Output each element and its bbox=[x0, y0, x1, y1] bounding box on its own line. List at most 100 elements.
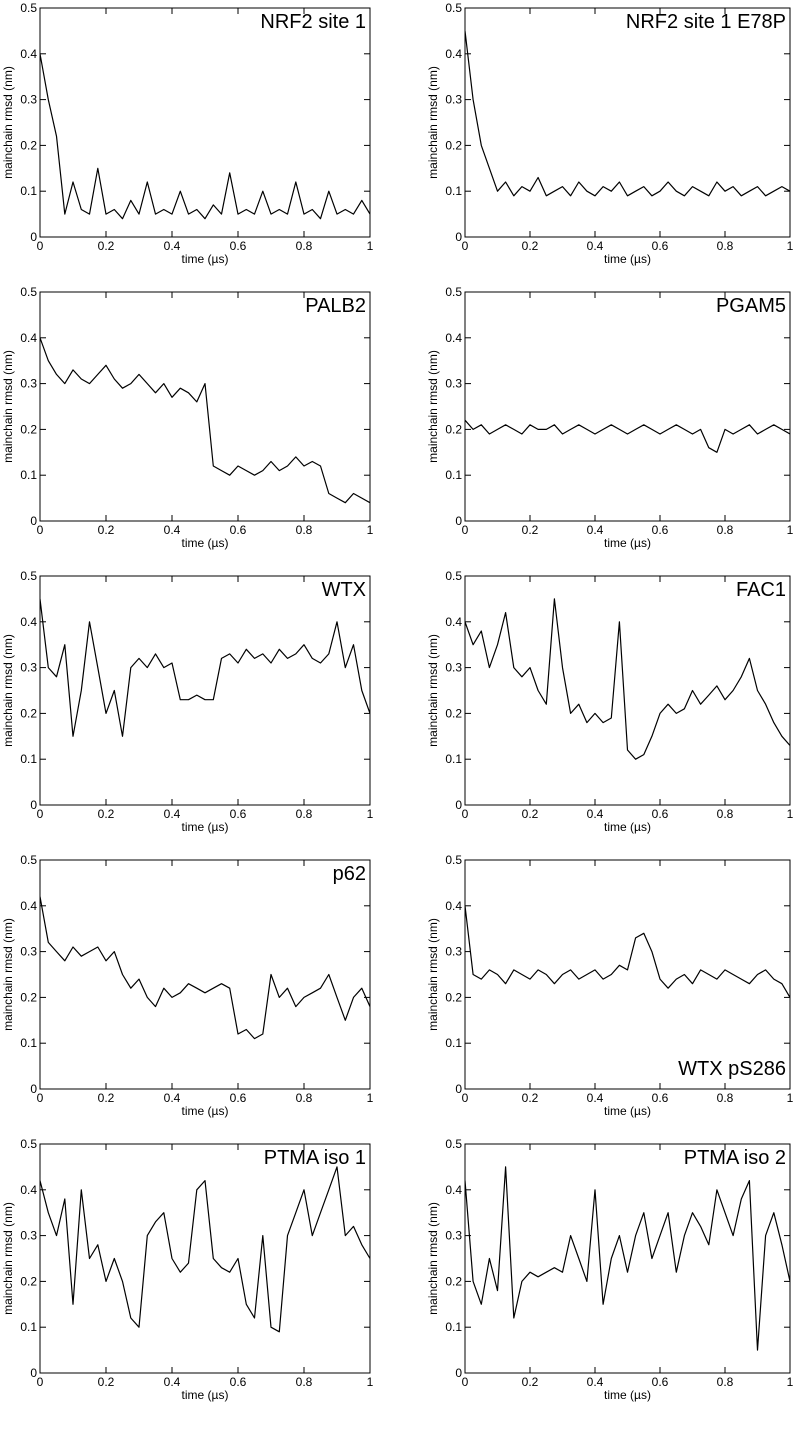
x-tick-label: 0 bbox=[37, 1091, 44, 1105]
y-tick-label: 0.4 bbox=[20, 47, 37, 61]
y-tick-label: 0.4 bbox=[445, 899, 462, 913]
x-tick-label: 0.8 bbox=[296, 1091, 313, 1105]
chart-title: PALB2 bbox=[305, 295, 366, 317]
x-tick-label: 0.6 bbox=[652, 807, 669, 821]
y-tick-label: 0.3 bbox=[445, 1229, 462, 1243]
x-tick-label: 0.4 bbox=[164, 1091, 181, 1105]
plot-area bbox=[465, 598, 790, 760]
rmsd-trace bbox=[465, 30, 790, 197]
x-tick-label: 0.6 bbox=[230, 1375, 247, 1389]
x-tick-label: 0 bbox=[462, 1375, 469, 1389]
chart-title: PGAM5 bbox=[716, 295, 786, 317]
y-tick-label: 0.5 bbox=[20, 853, 37, 867]
rmsd-trace bbox=[40, 1166, 370, 1333]
panel: 0 0.1 0.2 0.3 0.4 0.5 0 0.2 0.4 0.6 0.8 1 time (µs) m… bbox=[1, 1137, 374, 1402]
x-tick-label: 0.6 bbox=[652, 523, 669, 537]
y-tick-label: 0.1 bbox=[20, 1036, 37, 1050]
x-tick-label: 0.2 bbox=[522, 1091, 539, 1105]
y-tick-label: 0 bbox=[30, 230, 37, 244]
x-tick-label: 0 bbox=[462, 807, 469, 821]
y-tick-label: 0 bbox=[30, 1366, 37, 1380]
chart-title: WTX bbox=[322, 579, 366, 601]
x-axis-label: time (µs) bbox=[182, 1388, 229, 1402]
plot-frame bbox=[39, 1143, 371, 1374]
y-tick-label: 0.5 bbox=[445, 285, 462, 299]
y-tick-label: 0 bbox=[455, 798, 462, 812]
x-tick-label: 1 bbox=[787, 523, 794, 537]
plot-area bbox=[40, 337, 370, 504]
x-tick-label: 0 bbox=[37, 1375, 44, 1389]
panel: 0 0.1 0.2 0.3 0.4 0.5 0 0.2 0.4 0.6 0.8 1 time (µs) m… bbox=[426, 569, 794, 834]
x-tick-label: 0 bbox=[462, 523, 469, 537]
x-tick-label: 1 bbox=[787, 239, 794, 253]
y-tick-label: 0.2 bbox=[20, 1274, 37, 1288]
x-axis-label: time (µs) bbox=[182, 1104, 229, 1118]
x-tick-label: 0.8 bbox=[296, 523, 313, 537]
chart-title: p62 bbox=[333, 863, 366, 885]
y-tick-label: 0.3 bbox=[20, 945, 37, 959]
y-tick-label: 0.2 bbox=[20, 990, 37, 1004]
x-axis-label: time (µs) bbox=[604, 820, 651, 834]
plot-frame bbox=[39, 291, 371, 522]
y-axis-label: mainchain rmsd (nm) bbox=[426, 634, 440, 747]
y-tick-label: 0.2 bbox=[20, 138, 37, 152]
y-tick-label: 0.4 bbox=[20, 1183, 37, 1197]
x-tick-label: 0.4 bbox=[164, 239, 181, 253]
x-tick-label: 0.2 bbox=[98, 239, 115, 253]
x-tick-label: 0.2 bbox=[522, 239, 539, 253]
y-axis-label: mainchain rmsd (nm) bbox=[1, 918, 15, 1031]
x-tick-label: 0.2 bbox=[98, 807, 115, 821]
y-tick-label: 0.3 bbox=[20, 377, 37, 391]
y-tick-label: 0.4 bbox=[445, 1183, 462, 1197]
y-tick-label: 0 bbox=[30, 798, 37, 812]
y-tick-label: 0.5 bbox=[20, 1, 37, 15]
y-tick-label: 0.2 bbox=[445, 1274, 462, 1288]
x-tick-label: 0.8 bbox=[296, 807, 313, 821]
plot-area bbox=[465, 30, 790, 197]
x-tick-label: 0.4 bbox=[164, 1375, 181, 1389]
x-tick-label: 0 bbox=[37, 239, 44, 253]
y-axis-label: mainchain rmsd (nm) bbox=[426, 1202, 440, 1315]
y-tick-label: 0 bbox=[455, 230, 462, 244]
y-tick-label: 0.1 bbox=[20, 1320, 37, 1334]
rmsd-trace bbox=[40, 896, 370, 1040]
y-axis-label: mainchain rmsd (nm) bbox=[1, 1202, 15, 1315]
y-axis-label: mainchain rmsd (nm) bbox=[426, 918, 440, 1031]
plot-area bbox=[465, 1166, 790, 1351]
y-axis-label: mainchain rmsd (nm) bbox=[426, 66, 440, 179]
x-axis-label: time (µs) bbox=[604, 536, 651, 550]
chart-title: NRF2 site 1 E78P bbox=[626, 11, 786, 33]
y-tick-label: 0.3 bbox=[445, 945, 462, 959]
x-tick-label: 0.4 bbox=[587, 239, 604, 253]
x-tick-label: 0.4 bbox=[587, 1375, 604, 1389]
y-tick-label: 0.4 bbox=[20, 615, 37, 629]
y-tick-label: 0.4 bbox=[445, 331, 462, 345]
y-tick-label: 0.5 bbox=[20, 569, 37, 583]
y-tick-label: 0.3 bbox=[445, 377, 462, 391]
x-tick-label: 1 bbox=[367, 239, 374, 253]
panel: 0 0.1 0.2 0.3 0.4 0.5 0 0.2 0.4 0.6 0.8 1 time (µs) m… bbox=[426, 853, 794, 1118]
y-tick-label: 0.2 bbox=[445, 138, 462, 152]
x-tick-label: 0.6 bbox=[652, 239, 669, 253]
y-tick-label: 0.2 bbox=[20, 422, 37, 436]
plot-area bbox=[40, 1166, 370, 1333]
y-tick-label: 0.5 bbox=[20, 285, 37, 299]
y-tick-label: 0.2 bbox=[445, 706, 462, 720]
x-tick-label: 0.8 bbox=[717, 807, 734, 821]
x-tick-label: 0.4 bbox=[164, 523, 181, 537]
y-tick-label: 0.2 bbox=[445, 422, 462, 436]
x-tick-label: 0.8 bbox=[717, 523, 734, 537]
x-tick-label: 0.6 bbox=[652, 1091, 669, 1105]
y-tick-label: 0.1 bbox=[445, 184, 462, 198]
x-tick-label: 1 bbox=[367, 1375, 374, 1389]
x-tick-label: 0.6 bbox=[230, 523, 247, 537]
plot-frame bbox=[464, 1143, 791, 1374]
x-tick-label: 0.2 bbox=[98, 1375, 115, 1389]
panel: 0 0.1 0.2 0.3 0.4 0.5 0 0.2 0.4 0.6 0.8 1 time (µs) m… bbox=[426, 285, 794, 550]
y-tick-label: 0.4 bbox=[445, 615, 462, 629]
y-tick-label: 0.5 bbox=[445, 1, 462, 15]
plot-area bbox=[40, 598, 370, 737]
panel: 0 0.1 0.2 0.3 0.4 0.5 0 0.2 0.4 0.6 0.8 1 time (µs) m… bbox=[426, 1, 794, 266]
y-tick-label: 0.1 bbox=[445, 1036, 462, 1050]
